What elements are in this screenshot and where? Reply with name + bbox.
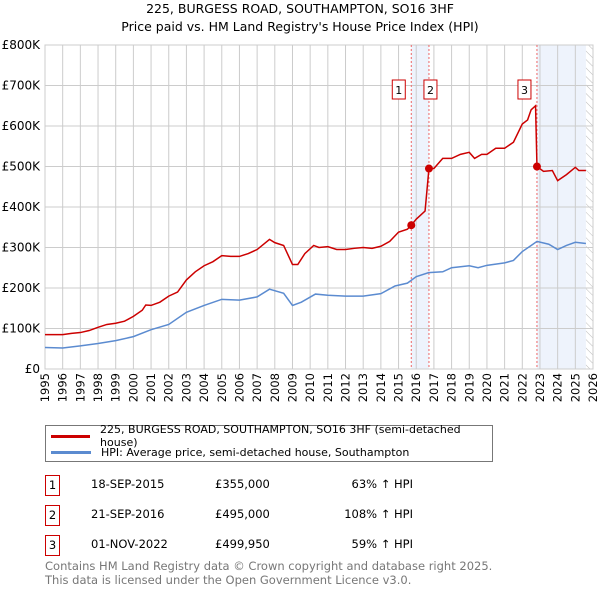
legend: 225, BURGESS ROAD, SOUTHAMPTON, SO16 3HF… xyxy=(45,423,493,462)
series-line xyxy=(45,104,586,336)
sale-price: £495,000 xyxy=(215,507,270,521)
footer-line: Contains HM Land Registry data © Crown c… xyxy=(45,559,493,573)
x-tick-label: 2026 xyxy=(586,373,600,402)
x-tick-label: 2015 xyxy=(392,373,406,402)
x-tick-label: 2009 xyxy=(285,373,299,402)
x-tick-label: 2017 xyxy=(427,373,441,402)
y-tick-label: £600K xyxy=(2,119,42,133)
sale-label-box xyxy=(423,79,438,100)
x-tick-label: 2024 xyxy=(551,373,565,402)
sale-label-box xyxy=(517,79,532,100)
x-tick-label: 2021 xyxy=(498,373,512,402)
y-tick-label: £700K xyxy=(2,79,42,93)
sale-price: £355,000 xyxy=(215,477,270,491)
x-tick-label: 2018 xyxy=(445,373,459,402)
x-tick-label: 2019 xyxy=(462,373,476,402)
y-tick-label: £800K xyxy=(2,38,42,52)
sale-date: 01-NOV-2022 xyxy=(91,537,168,551)
sale-hpi-diff: 108% ↑ HPI xyxy=(344,507,413,521)
x-tick-label: 1999 xyxy=(109,373,123,402)
sale-label: 2 xyxy=(427,84,434,97)
legend-item-property: 225, BURGESS ROAD, SOUTHAMPTON, SO16 3HF… xyxy=(51,423,492,449)
legend-label: HPI: Average price, semi-detached house,… xyxy=(101,445,410,459)
x-tick-label: 1995 xyxy=(38,373,52,402)
y-tick-label: £200K xyxy=(2,281,42,295)
legend-swatch xyxy=(51,450,91,454)
x-tick-label: 2011 xyxy=(321,373,335,402)
x-tick-label: 2022 xyxy=(515,373,529,402)
y-tick-label: £300K xyxy=(2,241,42,255)
x-tick-label: 1996 xyxy=(56,373,70,402)
sale-date: 21-SEP-2016 xyxy=(91,507,165,521)
sale-price: £499,950 xyxy=(215,537,270,551)
x-tick-label: 2023 xyxy=(533,373,547,402)
x-tick-label: 2002 xyxy=(162,373,176,402)
x-tick-label: 2014 xyxy=(374,373,388,402)
x-tick-label: 2025 xyxy=(568,373,582,402)
sale-marker-badge: 1 xyxy=(45,475,60,496)
sale-hpi-diff: 59% ↑ HPI xyxy=(351,537,413,551)
sale-label: 3 xyxy=(521,84,528,97)
sale-point xyxy=(424,164,433,173)
x-tick-label: 2000 xyxy=(126,373,140,402)
y-tick-label: £0 xyxy=(25,362,40,376)
footer-line: This data is licensed under the Open Gov… xyxy=(45,573,412,587)
x-tick-label: 2005 xyxy=(215,373,229,402)
legend-item-hpi: HPI: Average price, semi-detached house,… xyxy=(51,444,409,460)
sale-marker-badge: 2 xyxy=(45,505,60,526)
x-tick-label: 2020 xyxy=(480,373,494,402)
sale-hpi-diff: 63% ↑ HPI xyxy=(351,477,413,491)
y-tick-label: £400K xyxy=(2,200,42,214)
x-tick-label: 2001 xyxy=(144,373,158,402)
sale-marker-badge: 3 xyxy=(45,535,60,556)
sale-label-box xyxy=(391,79,406,100)
x-tick-label: 2007 xyxy=(250,373,264,402)
x-tick-label: 1998 xyxy=(91,373,105,402)
sale-point xyxy=(407,221,416,230)
x-tick-label: 2006 xyxy=(232,373,246,402)
x-tick-label: 2013 xyxy=(356,373,370,402)
legend-swatch xyxy=(51,434,91,438)
plot-area: 1995 1996 1997 1998 1999 2000 2001 2002 2003 2004… xyxy=(2,38,600,402)
x-tick-label: 2010 xyxy=(303,373,317,402)
plot-border xyxy=(44,44,594,370)
legend-label: 225, BURGESS ROAD, SOUTHAMPTON, SO16 3HF… xyxy=(100,423,461,449)
x-tick-label: 2008 xyxy=(268,373,282,402)
x-tick-label: 2016 xyxy=(409,373,423,402)
sale-point xyxy=(532,162,541,171)
chart-subtitle: Price paid vs. HM Land Registry's House … xyxy=(121,19,479,34)
x-tick-label: 1997 xyxy=(73,373,87,402)
y-tick-label: £500K xyxy=(2,160,42,174)
sale-label: 1 xyxy=(395,84,402,97)
sale-date: 18-SEP-2015 xyxy=(91,477,165,491)
chart-title: 225, BURGESS ROAD, SOUTHAMPTON, SO16 3HF xyxy=(146,1,454,16)
y-tick-label: £100K xyxy=(2,322,42,336)
x-tick-label: 2004 xyxy=(197,373,211,402)
x-tick-label: 2012 xyxy=(339,373,353,402)
x-tick-label: 2003 xyxy=(179,373,193,402)
series-line xyxy=(44,240,587,349)
